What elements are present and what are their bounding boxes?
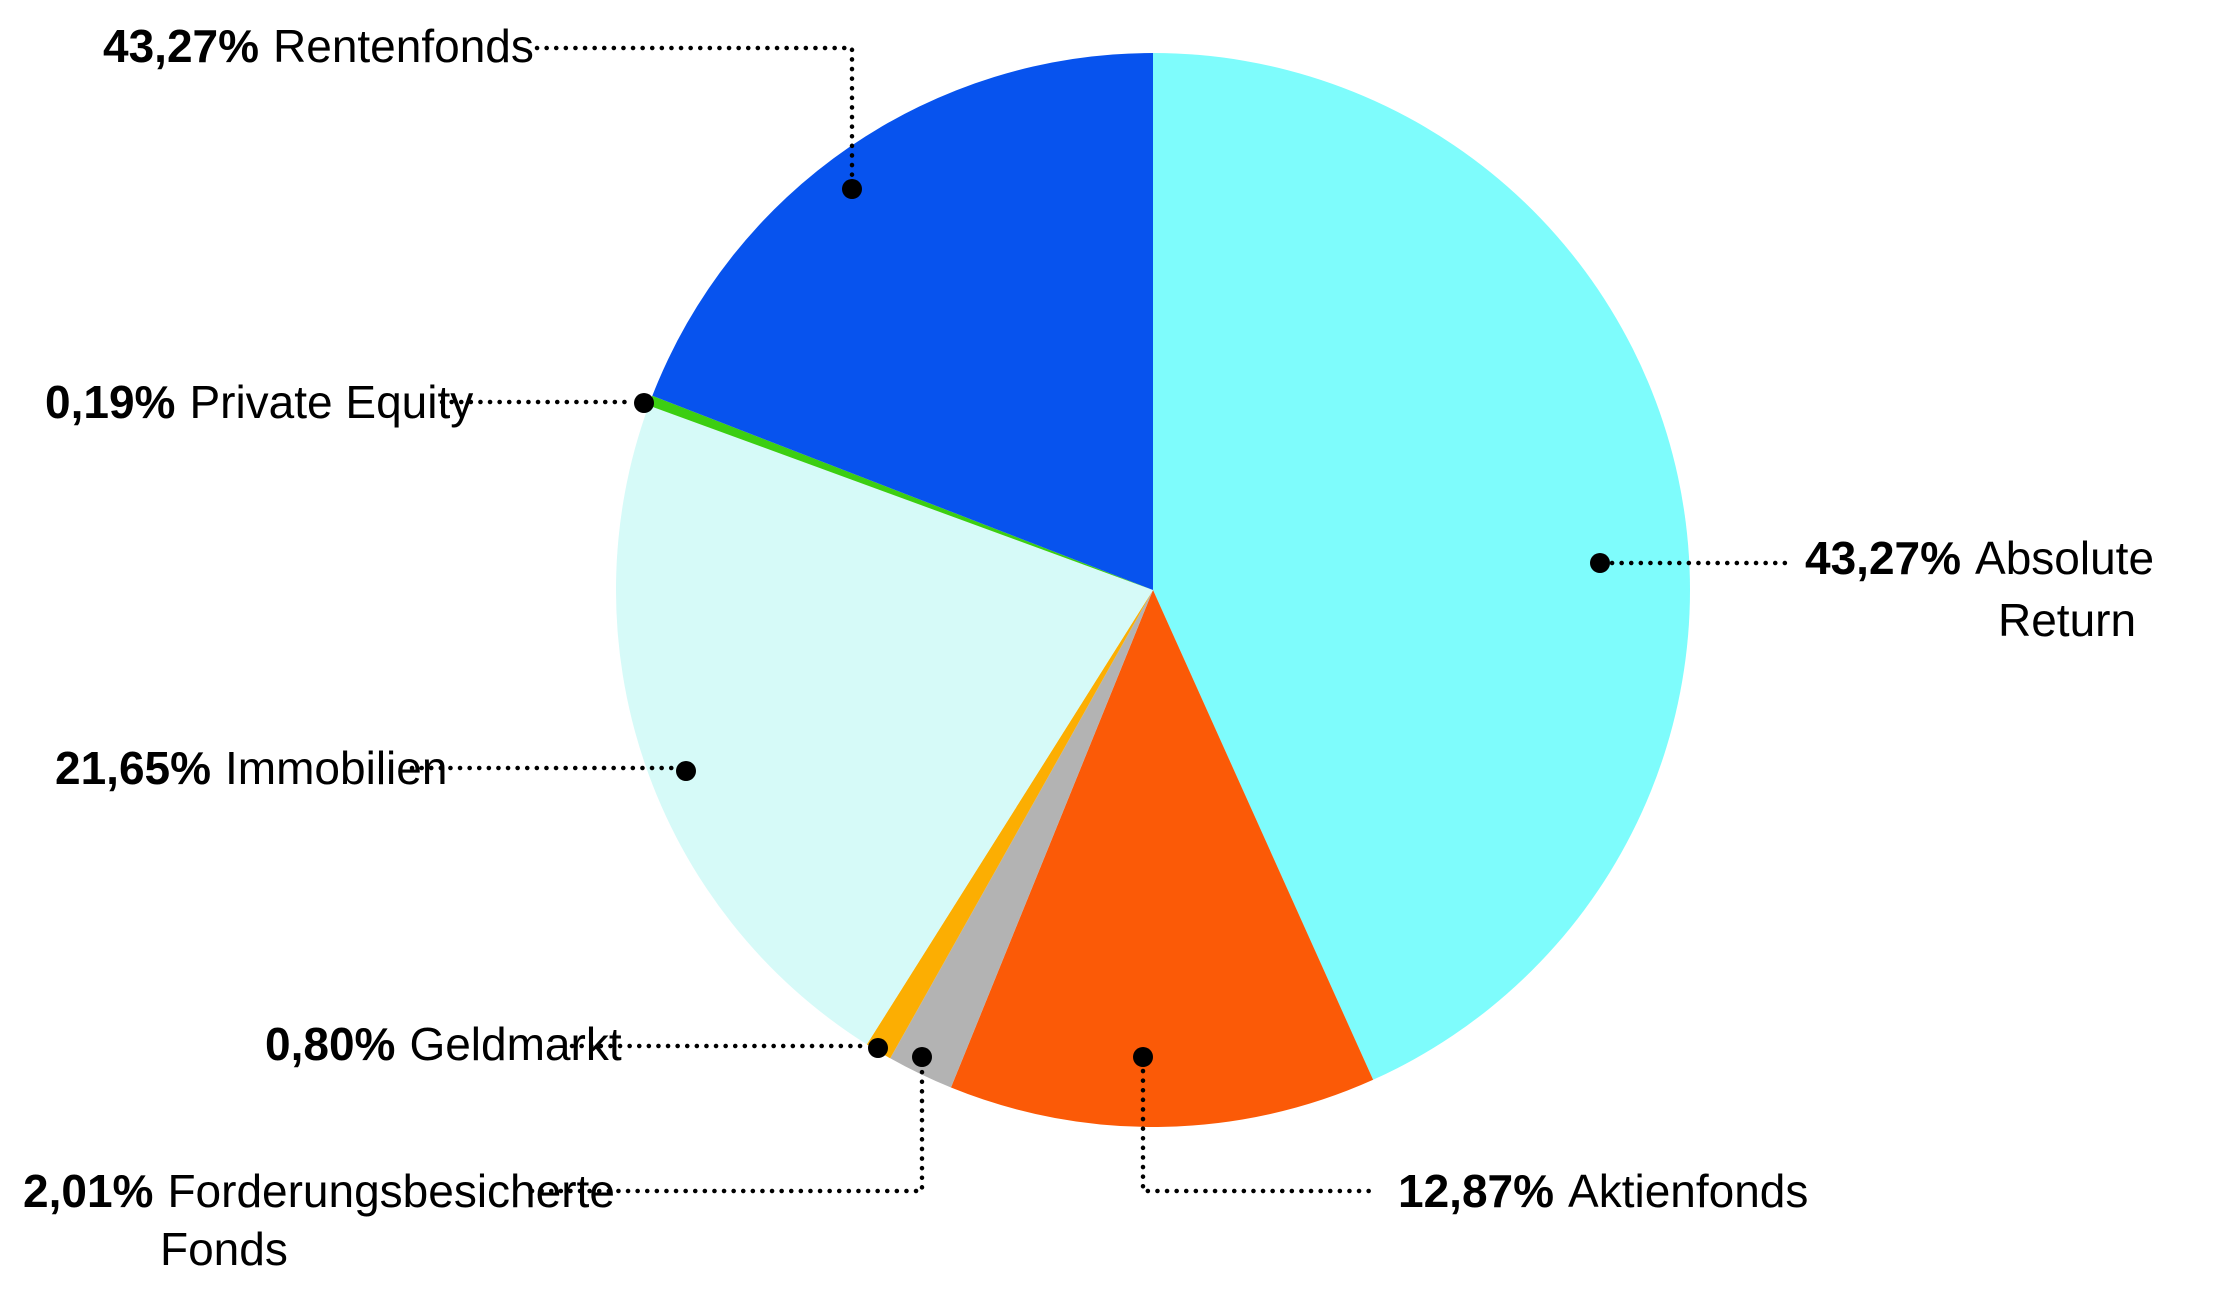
label-name-line1-forderungsbesicherte-fonds: Forderungsbesicherte [167, 1165, 614, 1217]
anchor-dot-geldmarkt [868, 1038, 888, 1058]
label-percent-absolute-return: 43,27% [1805, 532, 1961, 584]
label-aktienfonds: 12,87% Aktienfonds [1398, 1165, 1808, 1217]
label-name-line2-forderungsbesicherte-fonds: Fonds [160, 1223, 288, 1275]
anchor-dot-immobilien [676, 761, 696, 781]
slice-geldmarkt [866, 590, 1153, 1059]
label-name-immobilien: Immobilien [225, 742, 447, 794]
label-forderungsbesicherte-fonds: 2,01% Forderungsbesicherte Fonds [23, 1165, 615, 1275]
label-percent-immobilien: 21,65% [55, 742, 211, 794]
label-name-aktienfonds: Aktienfonds [1568, 1165, 1808, 1217]
label-name-private-equity: Private Equity [189, 376, 473, 428]
slice-forderungsbesicherte-fonds [890, 590, 1153, 1088]
slice-rentenfonds [652, 53, 1153, 590]
slice-absolute-return [1153, 53, 1691, 1080]
connector-rentenfonds [534, 45, 855, 180]
label-percent-forderungsbesicherte-fonds: 2,01% [23, 1165, 153, 1217]
slice-aktienfonds [950, 590, 1374, 1128]
slices-group [616, 53, 1691, 1128]
labels-group: 43,27% Absolute Return 12,87% Aktienfonds 2,0… [23, 20, 2154, 1275]
label-geldmarkt: 0,80% Geldmarkt [265, 1018, 622, 1070]
connectors-group [409, 45, 1792, 1194]
slice-immobilien [616, 405, 1153, 1045]
anchor-dot-rentenfonds [842, 179, 862, 199]
label-private-equity: 0,19% Private Equity [45, 376, 473, 428]
label-percent-aktienfonds: 12,87% [1398, 1165, 1554, 1217]
label-immobilien: 21,65% Immobilien [55, 742, 447, 794]
anchor-dot-aktienfonds [1133, 1047, 1153, 1067]
connector-forderungsbesicherte-fonds [529, 1068, 925, 1194]
label-name-line1-absolute-return: Absolute [1975, 532, 2154, 584]
anchor-dot-private-equity [634, 393, 654, 413]
slice-private-equity [648, 395, 1153, 590]
label-rentenfonds: 43,27% Rentenfonds [103, 20, 534, 72]
connector-aktienfonds [1140, 1068, 1379, 1194]
anchor-dot-forderungsbesicherte-fonds [912, 1047, 932, 1067]
label-absolute-return: 43,27% Absolute Return [1805, 532, 2154, 646]
label-percent-private-equity: 0,19% [45, 376, 175, 428]
label-name-geldmarkt: Geldmarkt [409, 1018, 621, 1070]
label-percent-rentenfonds: 43,27% [103, 20, 259, 72]
label-name-rentenfonds: Rentenfonds [273, 20, 534, 72]
label-percent-geldmarkt: 0,80% [265, 1018, 395, 1070]
label-name-line2-absolute-return: Return [1998, 594, 2136, 646]
anchor-dot-absolute-return [1590, 553, 1610, 573]
